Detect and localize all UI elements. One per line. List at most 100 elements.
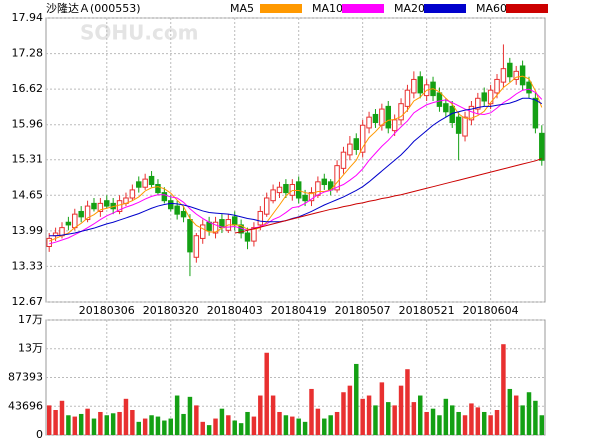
y-tick-label: 0 — [36, 428, 43, 440]
candle-body — [436, 92, 443, 107]
volume-bar — [206, 425, 212, 435]
volume-bar — [149, 415, 154, 435]
candle-body — [180, 210, 187, 218]
x-tick-label: 20180507 — [335, 304, 391, 317]
volume-bar — [155, 416, 161, 435]
x-tick-label: 20180403 — [207, 304, 263, 317]
candle-body — [174, 205, 180, 215]
volume-bar — [539, 415, 545, 435]
volume-bar — [283, 415, 289, 435]
volume-bar — [264, 352, 269, 435]
candle-body — [129, 189, 136, 199]
volume-bar — [136, 421, 142, 435]
candle-body — [539, 132, 545, 161]
candle-body — [468, 105, 475, 121]
candle-body — [513, 70, 519, 80]
volume-bar — [194, 405, 199, 435]
candle-body — [97, 202, 104, 212]
candle-body — [494, 78, 500, 94]
candle-body — [212, 221, 219, 234]
candle-body — [231, 216, 238, 226]
candle-body — [251, 227, 257, 242]
candle-body — [500, 68, 507, 83]
candle-body — [404, 89, 411, 107]
volume-bar — [104, 415, 110, 435]
volume-bar — [123, 398, 129, 435]
volume-bar — [398, 385, 404, 435]
volume-bar — [66, 415, 71, 435]
volume-bar — [520, 405, 525, 435]
volume-bar — [232, 420, 237, 435]
volume-bar — [347, 385, 353, 435]
volume-bar — [507, 388, 513, 435]
volume-bar — [98, 411, 103, 435]
candle-body — [244, 232, 251, 242]
candle-body — [455, 116, 462, 134]
volume-bar — [437, 415, 442, 435]
candle-body — [168, 200, 174, 210]
candle-body — [391, 119, 398, 132]
candle-body — [417, 76, 423, 94]
volume-bar — [85, 408, 90, 435]
volume-bar — [309, 388, 314, 435]
candle-body — [372, 113, 379, 124]
volume-bar — [226, 415, 231, 435]
candle-body — [283, 184, 289, 194]
candle-body — [481, 92, 487, 102]
candle-body — [475, 97, 481, 110]
y-tick-label: 17.94 — [12, 11, 44, 24]
candle-body — [532, 97, 539, 129]
candle-body — [46, 237, 52, 247]
candle-body — [136, 181, 142, 188]
watermark: SOHU.com — [80, 21, 198, 45]
candle-body — [443, 103, 449, 113]
volume-bar — [258, 395, 263, 435]
chart-title: 沙隆达Ａ(000553) — [46, 1, 141, 15]
legend-label: MA5 — [230, 2, 254, 15]
volume-bar — [174, 395, 180, 435]
volume-bar — [443, 398, 449, 435]
volume-bar — [475, 407, 481, 435]
volume-bar — [53, 409, 58, 435]
candle-body — [72, 213, 78, 229]
volume-bar — [411, 402, 417, 435]
x-tick-label: 20180521 — [399, 304, 455, 317]
y-tick-label: 43696 — [8, 399, 43, 412]
volume-bar — [341, 392, 346, 435]
volume-bar — [117, 411, 122, 435]
volume-bar — [469, 403, 474, 435]
legend-swatch — [342, 4, 384, 13]
legend-label: MA20 — [394, 2, 425, 15]
volume-bar — [430, 408, 436, 435]
volume-bar — [386, 402, 391, 435]
candle-body — [353, 138, 360, 150]
volume-bar — [91, 418, 97, 435]
volume-bar — [200, 421, 205, 435]
ma-line — [49, 88, 543, 245]
volume-bar — [238, 423, 244, 435]
y-tick-label: 14.65 — [12, 188, 44, 201]
volume-bar — [72, 416, 78, 435]
candle-body — [161, 192, 168, 202]
volume-bar — [366, 395, 372, 435]
volume-bar — [418, 395, 423, 435]
volume-bar — [162, 420, 167, 435]
candle-body — [199, 224, 206, 239]
volume-bar — [488, 415, 493, 435]
candle-body — [462, 116, 468, 137]
y-tick-label: 87393 — [8, 371, 43, 384]
volume-bar — [130, 409, 135, 435]
y-tick-label: 15.31 — [12, 153, 44, 166]
candle-body — [308, 192, 315, 202]
candle-body — [187, 219, 193, 253]
x-tick-label: 20180419 — [271, 304, 327, 317]
volume-bar — [360, 398, 365, 435]
candle-body — [84, 205, 91, 221]
candle-body — [91, 202, 97, 210]
ma-line — [49, 75, 543, 242]
legend-swatch — [260, 4, 302, 13]
y-tick-label: 12.67 — [12, 295, 44, 308]
volume-bar — [219, 408, 225, 435]
candle-body — [507, 62, 513, 78]
